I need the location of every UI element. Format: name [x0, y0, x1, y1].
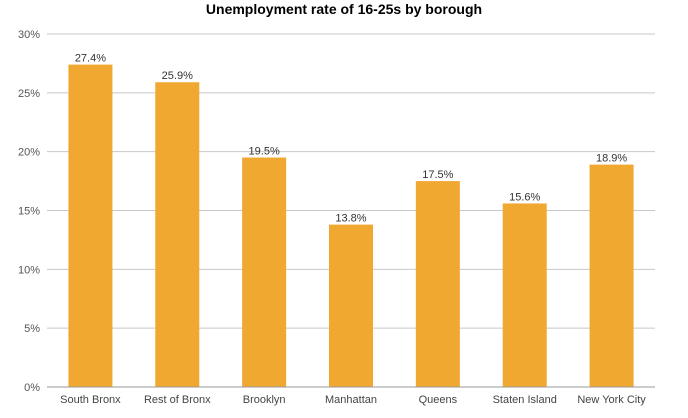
data-label: 15.6%: [509, 191, 540, 203]
x-tick-label: South Bronx: [60, 394, 121, 406]
data-label: 25.9%: [162, 70, 193, 82]
bar: [502, 203, 547, 387]
data-label: 17.5%: [422, 169, 453, 181]
x-tick-label: Staten Island: [493, 394, 557, 406]
x-tick-label: Brooklyn: [243, 394, 286, 406]
data-label: 27.4%: [75, 53, 106, 65]
y-tick-label: 0%: [24, 382, 40, 394]
bar: [68, 64, 113, 388]
y-tick-label: 10%: [18, 264, 40, 276]
x-tick-label: Manhattan: [325, 394, 377, 406]
y-tick-label: 5%: [24, 323, 40, 335]
x-tick-label: Rest of Bronx: [144, 394, 211, 406]
bar: [415, 181, 460, 387]
chart-title: Unemployment rate of 16-25s by borough: [205, 1, 483, 17]
x-tick-label: New York City: [577, 394, 646, 406]
x-tick-label: Queens: [419, 394, 458, 406]
y-tick-label: 20%: [18, 147, 40, 159]
y-tick-label: 25%: [18, 88, 40, 100]
bar: [329, 224, 373, 387]
bar: [589, 164, 634, 387]
data-label: 18.9%: [596, 153, 627, 165]
bar: [155, 82, 200, 387]
bar: [242, 157, 287, 387]
data-label: 13.8%: [335, 213, 366, 225]
data-label: 19.5%: [249, 146, 280, 158]
y-tick-label: 15%: [18, 206, 40, 218]
y-tick-label: 30%: [18, 29, 40, 41]
